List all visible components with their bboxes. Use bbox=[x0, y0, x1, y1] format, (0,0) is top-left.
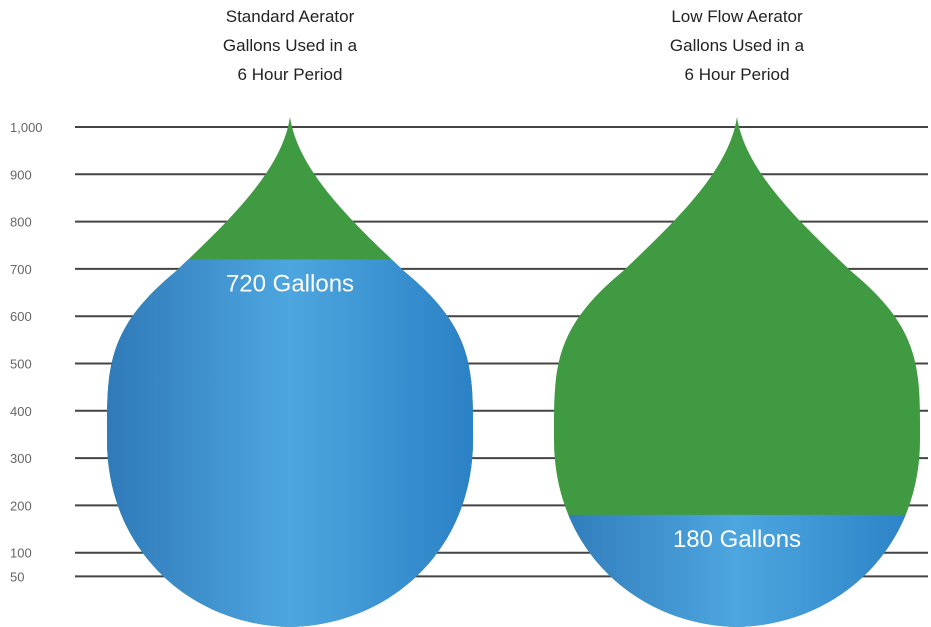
y-tick-label: 900 bbox=[10, 167, 32, 182]
y-tick-label: 50 bbox=[10, 569, 24, 584]
y-tick-label: 600 bbox=[10, 309, 32, 324]
y-tick-label: 1,000 bbox=[10, 120, 43, 135]
y-tick-label: 200 bbox=[10, 498, 32, 513]
y-tick-label: 700 bbox=[10, 262, 32, 277]
y-tick-label: 800 bbox=[10, 215, 32, 230]
drop-background bbox=[553, 117, 921, 627]
category-label: Standard Aerator Gallons Used in a 6 Hou… bbox=[222, 7, 358, 84]
y-tick-label: 400 bbox=[10, 404, 32, 419]
y-tick-label: 100 bbox=[10, 546, 32, 561]
value-label: 720 Gallons bbox=[226, 270, 354, 297]
value-label: 180 Gallons bbox=[673, 526, 801, 553]
category-label: Low Flow Aerator Gallons Used in a 6 Hou… bbox=[669, 7, 805, 84]
y-tick-label: 500 bbox=[10, 357, 32, 372]
drop-fill bbox=[106, 259, 474, 627]
y-tick-label: 300 bbox=[10, 451, 32, 466]
